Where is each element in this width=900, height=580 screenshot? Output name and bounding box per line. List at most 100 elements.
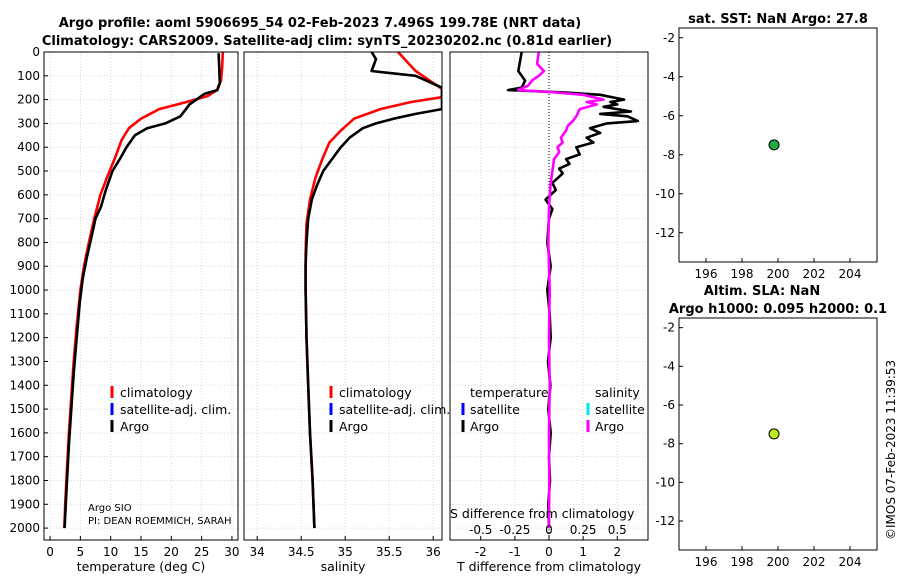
x-tick-label: 35 <box>338 545 353 559</box>
y-tick-label: 1200 <box>9 331 40 345</box>
series-line-s-diff-argo <box>517 52 605 529</box>
y-tick-label: 600 <box>17 188 40 202</box>
x-top-tick-label: -0.25 <box>499 523 530 537</box>
sla-title: Altim. SLA: NaN <box>704 284 820 299</box>
legend-climatology: climatology <box>339 385 412 400</box>
series-line-argo <box>63 53 222 529</box>
credit-institution: Argo SIO <box>88 503 132 514</box>
x-tick-label: 36 <box>426 545 441 559</box>
float-location-marker <box>768 139 780 151</box>
x-tick-label: 196 <box>695 555 718 569</box>
legend-satellite: satellite-adj. clim. <box>120 402 231 417</box>
credit-pi: PI: DEAN ROEMMICH, SARAH <box>88 516 232 527</box>
y-tick-label: 500 <box>17 164 40 178</box>
footer-timestamp: ©IMOS 07-Feb-2023 11:39:53 <box>884 360 898 540</box>
temperature-legend: climatology satellite-adj. clim. Argo <box>110 385 231 434</box>
legend-satellite: satellite-adj. clim. <box>339 402 450 417</box>
x-tick-label: 34 <box>250 545 265 559</box>
legend-argo: Argo <box>339 419 368 434</box>
x-tick-label: 35.5 <box>376 545 403 559</box>
legend-s-argo: Argo <box>595 419 624 434</box>
y-tick-label: -6 <box>663 398 675 412</box>
x-tick-label: 10 <box>103 545 118 559</box>
y-tick-label: 1600 <box>9 426 40 440</box>
x-tick-label: 2 <box>613 545 621 559</box>
y-tick-label: -10 <box>655 475 675 489</box>
x-axis-label: temperature (deg C) <box>77 559 206 574</box>
y-tick-label: -12 <box>655 226 675 240</box>
series-line-argo <box>304 52 442 529</box>
y-tick-label: 1300 <box>9 354 40 368</box>
legend-climatology: climatology <box>120 385 193 400</box>
x-tick-label: 0 <box>545 545 553 559</box>
y-tick-label: 700 <box>17 212 40 226</box>
y-tick-label: 0 <box>32 45 40 59</box>
x-tick-label: 198 <box>731 555 754 569</box>
y-tick-label: 1900 <box>9 497 40 511</box>
y-tick-label: 1700 <box>9 450 40 464</box>
x-tick-label: 204 <box>839 267 862 281</box>
legend-t-satellite: satellite <box>470 402 520 417</box>
y-tick-label: 1500 <box>9 402 40 416</box>
x-tick-label: 196 <box>695 267 718 281</box>
y-tick-label: 1800 <box>9 473 40 487</box>
legend-t-argo: Argo <box>470 419 499 434</box>
y-tick-label: 900 <box>17 259 40 273</box>
y-tick-label: -8 <box>663 437 675 451</box>
x-tick-label: 200 <box>767 267 790 281</box>
y-tick-label: -8 <box>663 148 675 162</box>
x-top-tick-label: 0.25 <box>570 523 597 537</box>
x-tick-label: 15 <box>133 545 148 559</box>
x-top-tick-label: 0.5 <box>608 523 627 537</box>
legend-s-satellite: satellite <box>595 402 645 417</box>
x-tick-label: 198 <box>731 267 754 281</box>
x-tick-label: 5 <box>77 545 85 559</box>
y-tick-label: 200 <box>17 93 40 107</box>
header-line2: Climatology: CARS2009. Satellite-adj cli… <box>42 34 612 49</box>
temperature-panel: 0 5 10 15 20 25 30 temperature (deg C) 0 100 200 30… <box>9 45 239 574</box>
y-tick-label: 100 <box>17 69 40 83</box>
salinity-panel: 34 34.5 35 35.5 36 salinity <box>243 51 443 574</box>
x-tick-label: 0 <box>46 545 54 559</box>
x-axis-label: T difference from climatology <box>456 559 642 574</box>
y-tick-label: -2 <box>663 321 675 335</box>
x-tick-label: 34.5 <box>288 545 315 559</box>
y-tick-label: -12 <box>655 514 675 528</box>
x-top-tick-label: -0.5 <box>469 523 492 537</box>
y-tick-label: 1100 <box>9 307 40 321</box>
x-tick-label: 202 <box>803 267 826 281</box>
sla-title2: Argo h1000: 0.095 h2000: 0.1 <box>669 302 887 317</box>
x-tick-label: 30 <box>224 545 239 559</box>
s-diff-axis-label: S difference from climatology <box>450 506 635 521</box>
sst-title: sat. SST: NaN Argo: 27.8 <box>688 12 868 27</box>
salinity-legend: climatology satellite-adj. clim. Argo <box>329 385 450 434</box>
axes-box <box>243 51 443 541</box>
y-tick-label: 400 <box>17 140 40 154</box>
x-tick-label: 202 <box>803 555 826 569</box>
x-tick-label: 204 <box>839 555 862 569</box>
y-tick-label: 1400 <box>9 378 40 392</box>
legend-temperature-title: temperature <box>470 385 549 400</box>
y-tick-label: -2 <box>663 31 675 45</box>
x-axis-label: salinity <box>321 559 366 574</box>
sst-panel: 196 198 200 202 204 -2 -4 -6 -8 -10 -12 <box>655 27 878 281</box>
y-tick-label: -6 <box>663 109 675 123</box>
x-top-tick-label: 0 <box>545 523 553 537</box>
x-tick-label: -1 <box>509 545 521 559</box>
sla-panel: 196 198 200 202 204 -2 -4 -6 -8 -10 -12 <box>655 317 878 569</box>
x-tick-label: 25 <box>194 545 209 559</box>
x-tick-label: 20 <box>164 545 179 559</box>
y-tick-label: -10 <box>655 187 675 201</box>
header-line1: Argo profile: aoml 5906695_54 02-Feb-202… <box>59 16 581 31</box>
x-tick-label: 200 <box>767 555 790 569</box>
y-tick-label: 1000 <box>9 283 40 297</box>
y-tick-label: -4 <box>663 70 675 84</box>
difference-legend: temperature satellite Argo salinity sate… <box>461 385 645 434</box>
legend-salinity-title: salinity <box>595 385 640 400</box>
x-tick-label: -2 <box>475 545 487 559</box>
y-tick-label: -4 <box>663 359 675 373</box>
y-tick-label: 2000 <box>9 521 40 535</box>
legend-argo: Argo <box>120 419 149 434</box>
difference-panel: -2 -1 0 1 2 -0.5 -0.25 0 0.25 0.5 T difference fro… <box>449 51 649 574</box>
